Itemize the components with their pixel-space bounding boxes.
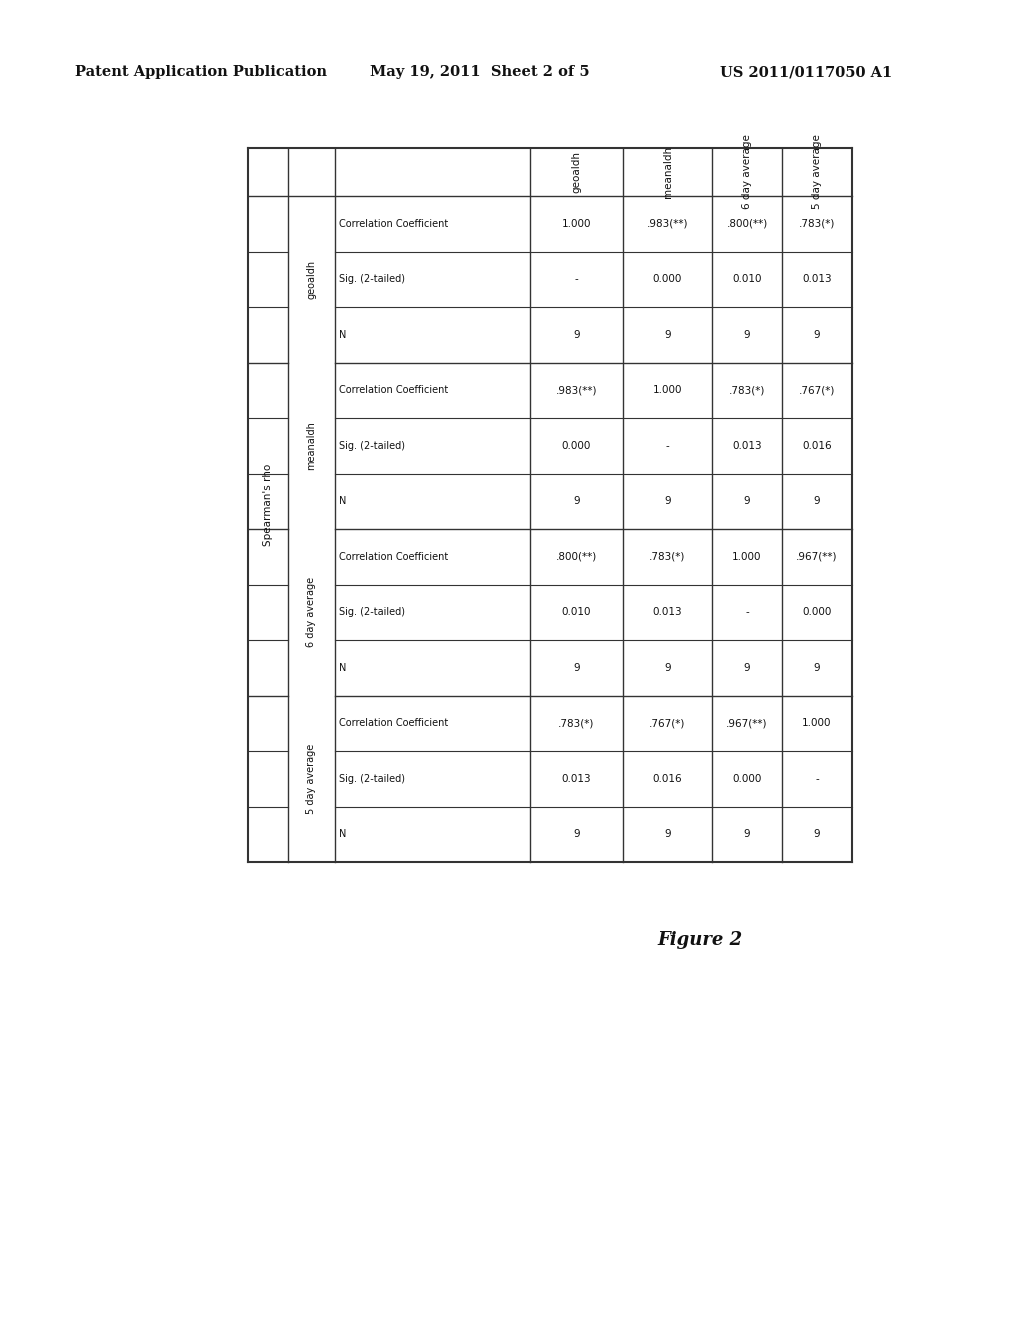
Text: 0.013: 0.013 (732, 441, 762, 450)
Text: 1.000: 1.000 (652, 385, 682, 395)
Text: Correlation Coefficient: Correlation Coefficient (339, 718, 449, 729)
Text: 9: 9 (573, 330, 580, 339)
Text: 5 day average: 5 day average (812, 135, 822, 210)
Text: 0.000: 0.000 (732, 774, 762, 784)
Text: 9: 9 (814, 330, 820, 339)
Text: US 2011/0117050 A1: US 2011/0117050 A1 (720, 65, 892, 79)
Text: .767(*): .767(*) (799, 385, 836, 395)
Text: -: - (666, 441, 670, 450)
Text: 1.000: 1.000 (802, 718, 831, 729)
Text: .967(**): .967(**) (726, 718, 768, 729)
Text: 0.016: 0.016 (802, 441, 831, 450)
Text: .783(*): .783(*) (649, 552, 686, 562)
Text: 9: 9 (814, 496, 820, 507)
Text: 1.000: 1.000 (562, 219, 591, 228)
Text: .783(*): .783(*) (799, 219, 836, 228)
Text: .983(**): .983(**) (556, 385, 597, 395)
Text: -: - (574, 275, 579, 284)
Text: 0.010: 0.010 (732, 275, 762, 284)
Text: 9: 9 (573, 663, 580, 673)
Text: 9: 9 (814, 663, 820, 673)
Text: 9: 9 (743, 829, 751, 840)
Text: meanaldh: meanaldh (663, 147, 673, 198)
Text: 9: 9 (665, 829, 671, 840)
Text: 9: 9 (665, 330, 671, 339)
Text: 0.016: 0.016 (652, 774, 682, 784)
Text: N: N (339, 663, 346, 673)
Text: .983(**): .983(**) (647, 219, 688, 228)
Text: Correlation Coefficient: Correlation Coefficient (339, 219, 449, 228)
Text: 0.010: 0.010 (562, 607, 591, 618)
Text: Sig. (2-tailed): Sig. (2-tailed) (339, 607, 406, 618)
Text: .783(*): .783(*) (558, 718, 595, 729)
Text: 0.013: 0.013 (652, 607, 682, 618)
Text: geoaldh: geoaldh (306, 260, 316, 298)
Text: 5 day average: 5 day average (306, 743, 316, 814)
Text: N: N (339, 829, 346, 840)
Text: 0.013: 0.013 (562, 774, 591, 784)
Text: Sig. (2-tailed): Sig. (2-tailed) (339, 441, 406, 450)
Text: 6 day average: 6 day average (742, 135, 752, 210)
Text: May 19, 2011  Sheet 2 of 5: May 19, 2011 Sheet 2 of 5 (370, 65, 590, 79)
Text: Sig. (2-tailed): Sig. (2-tailed) (339, 774, 406, 784)
Text: 9: 9 (743, 496, 751, 507)
Text: .767(*): .767(*) (649, 718, 686, 729)
Text: .967(**): .967(**) (797, 552, 838, 562)
Text: 9: 9 (665, 663, 671, 673)
Text: .800(**): .800(**) (556, 552, 597, 562)
Text: -: - (745, 607, 749, 618)
Text: Sig. (2-tailed): Sig. (2-tailed) (339, 275, 406, 284)
Text: Correlation Coefficient: Correlation Coefficient (339, 552, 449, 562)
Text: N: N (339, 330, 346, 339)
Text: .783(*): .783(*) (729, 385, 765, 395)
Text: .800(**): .800(**) (726, 219, 768, 228)
Text: meanaldh: meanaldh (306, 421, 316, 470)
Text: Patent Application Publication: Patent Application Publication (75, 65, 327, 79)
Text: Correlation Coefficient: Correlation Coefficient (339, 385, 449, 395)
Text: 0.000: 0.000 (653, 275, 682, 284)
Text: 0.013: 0.013 (802, 275, 831, 284)
Text: Spearman's rho: Spearman's rho (263, 463, 273, 546)
Text: N: N (339, 496, 346, 507)
Text: 9: 9 (743, 330, 751, 339)
Text: -: - (815, 774, 819, 784)
Text: 9: 9 (665, 496, 671, 507)
Text: 1.000: 1.000 (732, 552, 762, 562)
Text: Figure 2: Figure 2 (657, 931, 742, 949)
Text: 9: 9 (573, 496, 580, 507)
Text: 9: 9 (814, 829, 820, 840)
Text: geoaldh: geoaldh (571, 150, 582, 193)
Text: 9: 9 (573, 829, 580, 840)
Text: 6 day average: 6 day average (306, 577, 316, 647)
Text: 0.000: 0.000 (803, 607, 831, 618)
Text: 0.000: 0.000 (562, 441, 591, 450)
Text: 9: 9 (743, 663, 751, 673)
